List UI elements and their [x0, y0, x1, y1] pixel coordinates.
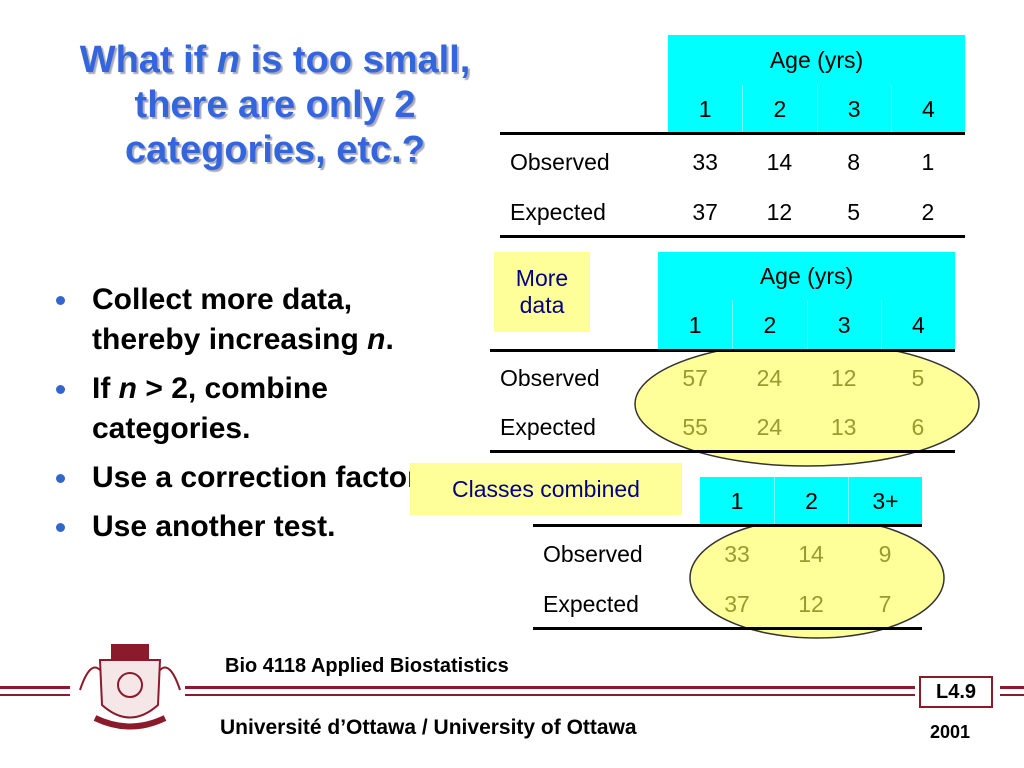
table-rule — [490, 450, 955, 453]
footer-rules — [0, 686, 1024, 696]
text-run: is too small, there are only 2 categorie… — [125, 39, 471, 171]
column-header: 4 — [880, 300, 955, 350]
table-note: More data — [494, 252, 590, 332]
column-group-header: Age (yrs) — [658, 252, 955, 300]
text-run: > 2, combine categories. — [92, 372, 328, 445]
table-value: 33 — [724, 540, 750, 567]
column-group-header: Age (yrs) — [668, 35, 965, 85]
table-value: 55 — [682, 414, 708, 440]
table-value: 7 — [878, 590, 892, 617]
table-value: 5 — [911, 365, 925, 391]
table-rule — [500, 132, 965, 135]
table-value: 57 — [682, 365, 708, 391]
table-value: 24 — [756, 365, 783, 391]
column-header: 2 — [774, 477, 848, 525]
table-value: 37 — [692, 198, 718, 225]
bullet-item: Collect more data, thereby increasing n. — [50, 280, 450, 360]
university-name: Université d’Ottawa / University of Otta… — [220, 716, 637, 739]
table-value: 24 — [756, 414, 783, 440]
row-label: Expected — [543, 590, 639, 617]
slide-number: L4.9 — [935, 681, 977, 703]
column-header: 2 — [742, 85, 817, 133]
table-value: 6 — [911, 414, 925, 440]
table-value: 33 — [692, 148, 718, 175]
year: 2001 — [930, 722, 971, 742]
column-header: 2 — [732, 300, 807, 350]
course-name: Bio 4118 Applied Biostatistics — [225, 655, 509, 677]
column-header: 1 — [700, 477, 774, 525]
table-rule — [533, 524, 922, 527]
row-label: Expected — [510, 198, 606, 225]
text-run: n — [367, 323, 386, 356]
column-header: 4 — [890, 85, 965, 133]
column-header: 1 — [658, 300, 733, 350]
text-run: Use another test. — [92, 510, 336, 543]
table-note: Classes combined — [410, 463, 682, 515]
row-label: Observed — [543, 540, 643, 567]
text-run: Use a correction factor. — [92, 461, 426, 494]
table-value: 37 — [724, 590, 750, 617]
bullet-list: Collect more data, thereby increasing n.… — [50, 280, 450, 556]
bullet-item: Use another test. — [50, 507, 450, 547]
table-rule — [490, 349, 955, 352]
table-value: 12 — [830, 365, 857, 391]
table-rule — [533, 627, 922, 630]
table-value: 2 — [921, 198, 935, 225]
bullet-dot — [56, 474, 65, 483]
bullet-dot — [56, 523, 65, 532]
column-header: 1 — [668, 85, 743, 133]
text-run: . — [385, 323, 394, 356]
table-value: 12 — [766, 198, 793, 225]
text-run: If — [92, 372, 119, 405]
row-label: Expected — [500, 414, 596, 440]
column-header: 3+ — [848, 477, 922, 525]
text-run: Collect more data, thereby increasing — [92, 283, 368, 356]
bullet-dot — [56, 385, 65, 394]
row-label: Observed — [500, 365, 600, 391]
bullet-item: If n > 2, combine categories. — [50, 369, 450, 449]
university-crest — [79, 644, 181, 730]
table-rule — [500, 235, 965, 238]
column-header: 3 — [806, 300, 881, 350]
text-run: n — [216, 39, 241, 81]
table-value: 12 — [798, 590, 824, 617]
bullet-dot — [56, 296, 65, 305]
bullet-item: Use a correction factor. — [50, 458, 450, 498]
table-value: 1 — [921, 148, 935, 175]
table-value: 14 — [798, 540, 824, 567]
table-value: 13 — [830, 414, 857, 440]
table-value: 8 — [847, 148, 861, 175]
text-run: What if — [79, 39, 217, 81]
slide-title: What if n is too small, there are only 2… — [70, 38, 480, 173]
slide-number-box — [919, 676, 993, 708]
text-run: n — [118, 372, 137, 405]
table-value: 14 — [766, 148, 793, 175]
table-value: 5 — [847, 198, 861, 225]
row-label: Observed — [510, 148, 610, 175]
column-header: 3 — [816, 85, 891, 133]
table-value: 9 — [878, 540, 892, 567]
